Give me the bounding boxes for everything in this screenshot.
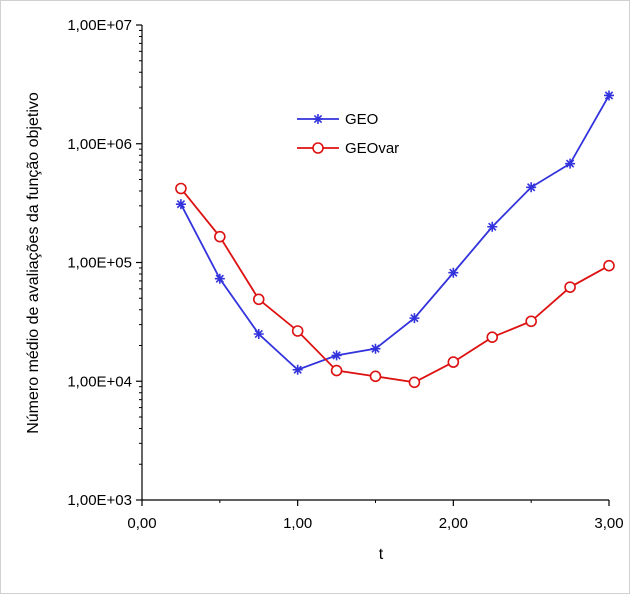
data-point	[370, 343, 381, 354]
y-axis-title: Número médio de avaliações da função obj…	[25, 92, 42, 434]
ticks: 1,00E+03 1,00E+04 1,00E+05 1,00E+06 1,00E+07…	[67, 17, 623, 532]
y-tick-label: 1,00E+04	[67, 373, 132, 390]
series-geovar	[175, 182, 615, 389]
data-point	[565, 158, 576, 169]
series-line	[180, 95, 610, 371]
data-point	[525, 315, 537, 328]
data-point	[526, 182, 537, 193]
data-point	[214, 230, 226, 243]
data-point	[175, 199, 186, 210]
data-point	[448, 267, 459, 278]
x-tick-label: 0,00	[127, 515, 156, 532]
data-point	[214, 273, 225, 284]
y-tick-label: 1,00E+03	[67, 492, 132, 509]
data-point	[447, 356, 460, 368]
legend-label: GEO	[345, 111, 378, 128]
data-point	[292, 364, 303, 375]
y-tick-label: 1,00E+05	[67, 255, 132, 272]
data-point	[331, 350, 342, 361]
data-point	[409, 313, 420, 324]
data-point	[330, 364, 343, 377]
legend-marker	[313, 114, 323, 124]
x-tick-label: 3,00	[594, 515, 623, 532]
data-point	[369, 370, 382, 383]
data-point	[487, 221, 498, 232]
series	[175, 90, 615, 389]
data-point	[603, 259, 615, 272]
y-tick-label: 1,00E+06	[67, 136, 132, 153]
x-tick-label: 2,00	[439, 515, 468, 532]
x-axis-title: t	[379, 546, 384, 563]
x-tick-label: 1,00	[283, 515, 312, 532]
data-point	[604, 90, 614, 101]
legend: GEO GEOvar	[297, 111, 399, 157]
legend-entry: GEO	[297, 111, 378, 128]
y-tick-label: 1,00E+07	[67, 17, 132, 34]
series-line	[180, 187, 610, 384]
data-point	[252, 293, 265, 306]
data-point	[408, 376, 421, 389]
data-point	[486, 331, 499, 343]
legend-label: GEOvar	[345, 140, 399, 157]
data-point	[564, 281, 576, 293]
data-point	[175, 182, 187, 195]
legend-marker	[312, 142, 324, 154]
legend-entry: GEOvar	[297, 140, 399, 157]
data-point	[253, 328, 264, 339]
series-geo	[175, 90, 614, 375]
data-point	[291, 325, 304, 337]
